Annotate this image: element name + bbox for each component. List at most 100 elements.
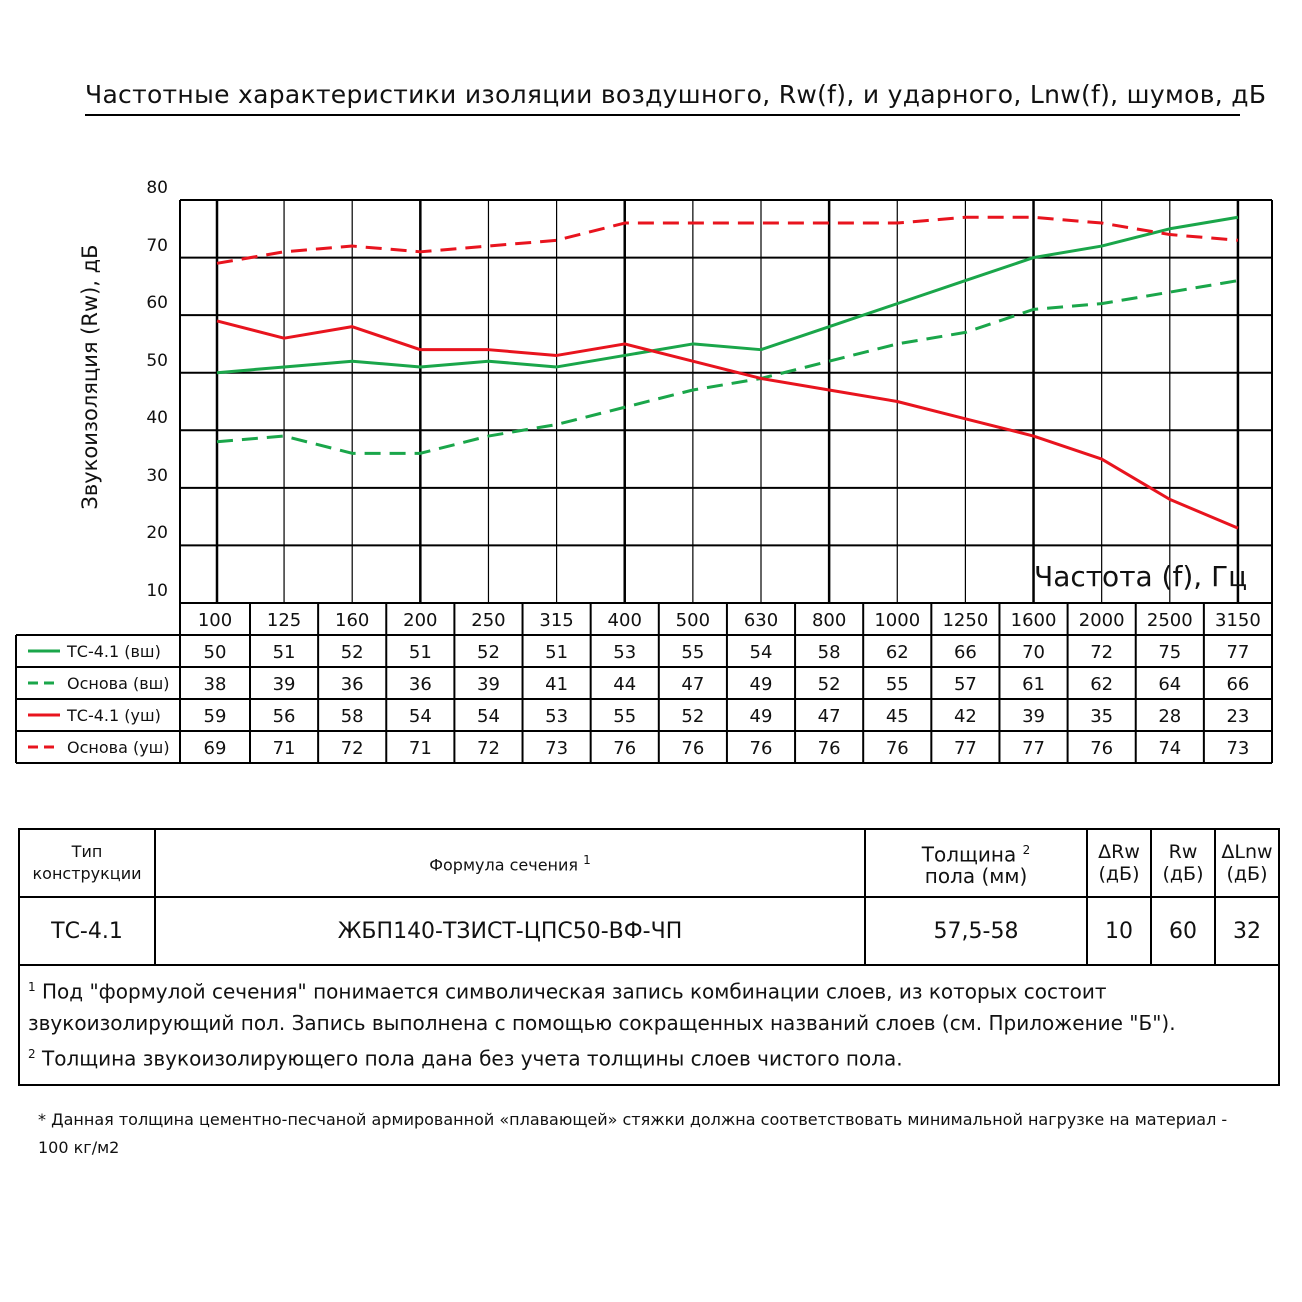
- x-tick-label: 3150: [1215, 610, 1261, 631]
- data-label: 52: [818, 674, 841, 695]
- x-tick-label: 160: [335, 610, 369, 631]
- data-label: 47: [818, 706, 841, 727]
- data-label: 54: [409, 706, 432, 727]
- x-tick-label: 500: [676, 610, 710, 631]
- cell-thickness: 57,5-58: [864, 896, 1088, 966]
- x-axis-label: Частота (f), Гц: [1034, 560, 1248, 593]
- data-label: 41: [545, 674, 568, 695]
- data-label: 39: [1022, 706, 1045, 727]
- footnote: * Данная толщина цементно-песчаной армир…: [38, 1110, 1228, 1157]
- header-dlnw: ΔLnw (дБ): [1214, 828, 1280, 898]
- data-label: 61: [1022, 674, 1045, 695]
- data-label: 74: [1158, 738, 1181, 759]
- data-label: 59: [204, 706, 227, 727]
- data-label: 71: [273, 738, 296, 759]
- data-label: 54: [477, 706, 500, 727]
- data-label: 77: [1022, 738, 1045, 759]
- data-label: 53: [545, 706, 568, 727]
- data-label: 71: [409, 738, 432, 759]
- header-rw: Rw (дБ): [1150, 828, 1216, 898]
- data-label: 55: [613, 706, 636, 727]
- data-label: 76: [818, 738, 841, 759]
- series-line: [216, 215, 1239, 375]
- data-label: 73: [545, 738, 568, 759]
- x-tick-label: 125: [267, 610, 301, 631]
- data-label: 72: [477, 738, 500, 759]
- chart-title: Частотные характеристики изоляции воздуш…: [85, 78, 1266, 116]
- data-label: 73: [1226, 738, 1249, 759]
- y-tick-label: 70: [146, 235, 168, 256]
- data-label: 51: [409, 642, 432, 663]
- data-label: 58: [341, 706, 364, 727]
- data-label: 76: [1090, 738, 1113, 759]
- series-line: [216, 215, 1239, 265]
- series-line: [216, 279, 1239, 455]
- note2-text: Толщина звукоизолирующего пола дана без …: [42, 1046, 903, 1071]
- note1-mark: 1: [28, 980, 36, 994]
- note2-mark: 2: [28, 1046, 36, 1061]
- legend-label: ТС-4.1 (уш): [66, 706, 161, 725]
- header-type: Тип конструкции: [18, 828, 156, 898]
- data-label: 52: [477, 642, 500, 663]
- legend-label: ТС-4.1 (вш): [66, 642, 161, 661]
- data-label: 52: [681, 706, 704, 727]
- data-label: 76: [681, 738, 704, 759]
- chart-grid: [179, 199, 1273, 603]
- x-tick-label: 800: [812, 610, 846, 631]
- data-label: 72: [341, 738, 364, 759]
- x-tick-label: 2000: [1079, 610, 1125, 631]
- cell-formula: ЖБП140-ТЗИСТ-ЦПС50-ВФ-ЧП: [154, 896, 866, 966]
- y-tick-label: 30: [146, 465, 168, 486]
- cell-dlnw: 32: [1214, 896, 1280, 966]
- data-label: 77: [1226, 642, 1249, 663]
- data-label: 50: [204, 642, 227, 663]
- data-label: 39: [477, 674, 500, 695]
- x-tick-label: 1600: [1011, 610, 1057, 631]
- chart-series: [216, 215, 1239, 530]
- data-label: 36: [409, 674, 432, 695]
- data-label: 54: [750, 642, 773, 663]
- header-formula: Формула сечения 1: [154, 828, 866, 898]
- data-label: 76: [750, 738, 773, 759]
- data-label: 39: [273, 674, 296, 695]
- data-label: 76: [886, 738, 909, 759]
- data-label: 23: [1226, 706, 1249, 727]
- y-tick-label: 80: [146, 178, 168, 198]
- cell-rw: 60: [1150, 896, 1216, 966]
- x-tick-label: 200: [403, 610, 437, 631]
- x-tick-label: 100: [198, 610, 232, 631]
- y-axis-label: Звукоизоляция (Rw), дБ: [78, 244, 102, 510]
- data-label: 77: [954, 738, 977, 759]
- data-label: 56: [273, 706, 296, 727]
- data-label: 49: [750, 674, 773, 695]
- data-label: 55: [681, 642, 704, 663]
- data-label: 47: [681, 674, 704, 695]
- data-label: 51: [545, 642, 568, 663]
- data-label: 36: [341, 674, 364, 695]
- x-tick-label: 1000: [874, 610, 920, 631]
- data-label: 76: [613, 738, 636, 759]
- chart-svg: 100 125 160 200 250 315 400 500 630 800 1000 1250 16…: [15, 199, 1273, 764]
- cell-drw: 10: [1086, 896, 1152, 966]
- y-tick-label: 60: [146, 293, 168, 314]
- header-thickness: Толщина 2 пола (мм): [864, 828, 1088, 898]
- x-tick-label: 400: [608, 610, 642, 631]
- data-label: 53: [613, 642, 636, 663]
- data-label: 69: [204, 738, 227, 759]
- data-label: 44: [613, 674, 636, 695]
- data-label: 66: [1226, 674, 1249, 695]
- info-table: Тип конструкции Формула сечения 1 Толщин…: [18, 828, 1280, 1087]
- data-label: 57: [954, 674, 977, 695]
- data-label: 38: [204, 674, 227, 695]
- data-label: 51: [273, 642, 296, 663]
- data-label: 75: [1158, 642, 1181, 663]
- data-label: 28: [1158, 706, 1181, 727]
- y-tick-label: 50: [146, 350, 168, 371]
- y-tick-label: 40: [146, 408, 168, 429]
- notes-cell: 1 Под "формулой сечения" понимается симв…: [18, 963, 1280, 1087]
- legend-label: Основа (вш): [67, 674, 170, 693]
- data-label: 35: [1090, 706, 1113, 727]
- data-label: 64: [1158, 674, 1181, 695]
- data-label: 66: [954, 642, 977, 663]
- note1-text: Под "формулой сечения" понимается символ…: [28, 979, 1176, 1035]
